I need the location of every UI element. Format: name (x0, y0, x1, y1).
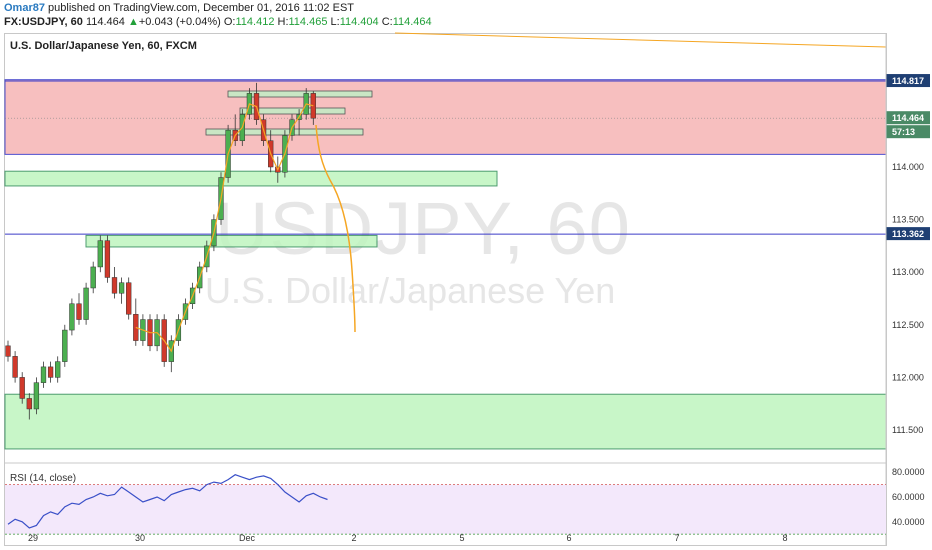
publish-line: Omar87 published on TradingView.com, Dec… (4, 2, 354, 14)
published-text: published on TradingView.com, December 0… (48, 2, 354, 14)
high-value: 114.465 (288, 16, 328, 28)
open-value: 114.412 (235, 16, 275, 28)
low-label: L: (330, 16, 340, 28)
time-tick-label: 8 (782, 533, 787, 543)
time-tick-label: Dec (239, 533, 256, 543)
candle-body (19, 377, 25, 399)
countdown-badge: 57:13 (892, 127, 915, 137)
time-tick-label: 7 (674, 533, 679, 543)
chart-title: U.S. Dollar/Japanese Yen, 60, FXCM (10, 40, 197, 52)
price-tick-label: 111.500 (892, 425, 923, 435)
rsi-line (7, 474, 328, 529)
time-tick-label: 2 (351, 533, 356, 543)
open-label: O: (223, 16, 236, 28)
close-value: 114.464 (392, 16, 432, 28)
moving-average-line (135, 103, 314, 353)
candle-body (26, 398, 32, 410)
watermark-name: U.S. Dollar/Japanese Yen (205, 270, 616, 311)
zone-support-1 (4, 170, 498, 187)
candle-body (62, 329, 68, 362)
price-badge-top-bg (886, 74, 930, 88)
symbol-label: FX:USDJPY, 60 (4, 16, 83, 28)
time-tick-label: 30 (135, 533, 145, 543)
candle-body (69, 303, 75, 331)
rsi-tick-label: 80.0000 (892, 467, 925, 477)
candle-body (97, 240, 103, 268)
rsi-band (5, 484, 886, 535)
candle-body (55, 361, 61, 378)
candle-body (40, 366, 47, 383)
candle-body (104, 240, 111, 278)
consolidation-box-0 (227, 90, 373, 98)
price-badge-top: 114.817 (892, 76, 924, 86)
candle-body (76, 303, 82, 320)
candle-body (5, 345, 11, 357)
price-tick-label: 112.000 (892, 372, 924, 382)
candle-body (90, 266, 96, 289)
price-badge-last-bg (886, 111, 930, 125)
time-tick-label: 6 (566, 533, 571, 543)
author-link[interactable]: Omar87 (4, 2, 45, 14)
zone-support-3 (4, 393, 887, 450)
countdown-badge-bg (886, 125, 930, 139)
candle-body (12, 356, 18, 378)
price-tick-label: 114.000 (892, 162, 924, 172)
price-badge-level: 113.362 (892, 229, 924, 239)
consolidation-box-1 (239, 107, 346, 115)
chart-header: Omar87 published on TradingView.com, Dec… (0, 0, 932, 30)
zone-resistance-0 (4, 79, 887, 155)
candle-body (83, 287, 89, 320)
last-price: 114.464 (85, 16, 125, 28)
watermark-symbol: USDJPY, 60 (215, 187, 631, 270)
trend-line (394, 32, 887, 48)
close-label: C: (381, 16, 393, 28)
up-arrow-icon: ▲ (127, 16, 139, 28)
price-badge-level-bg (886, 227, 930, 241)
rsi-tick-label: 40.0000 (892, 517, 925, 527)
time-tick-label: 29 (28, 533, 38, 543)
candle-body (118, 282, 125, 294)
quote-line: FX:USDJPY, 60 114.464 ▲+0.043 (+0.04%) O… (4, 16, 432, 28)
price-tick-label: 112.500 (892, 320, 924, 330)
rsi-tick-label: 60.0000 (892, 492, 925, 502)
candle-body (47, 366, 54, 378)
low-value: 114.404 (339, 16, 379, 28)
price-tick-label: 113.500 (892, 215, 924, 225)
zone-support-2 (85, 234, 378, 248)
candle-body (126, 282, 132, 315)
price-change: +0.043 (+0.04%) (138, 16, 221, 28)
projection-curve (315, 124, 356, 333)
rsi-title: RSI (14, close) (10, 473, 77, 484)
high-label: H: (277, 16, 289, 28)
candle-body (111, 277, 118, 294)
price-tick-label: 113.000 (892, 267, 924, 277)
time-tick-label: 5 (459, 533, 464, 543)
candle-body (33, 382, 40, 410)
price-badge-last: 114.464 (892, 113, 924, 123)
